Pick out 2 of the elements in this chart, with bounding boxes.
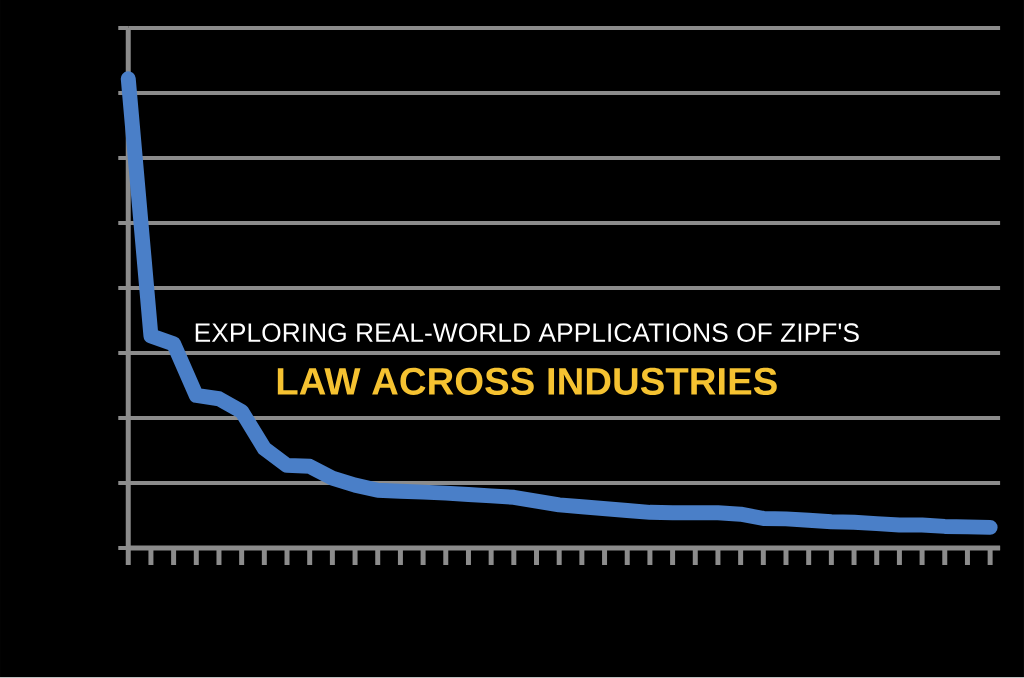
text: LAW ACROSS INDUSTRIES [277, 368, 777, 396]
text: EXPLORING REAL-WORLD APPLICATIONS OF ZIPF'S [195, 323, 859, 343]
